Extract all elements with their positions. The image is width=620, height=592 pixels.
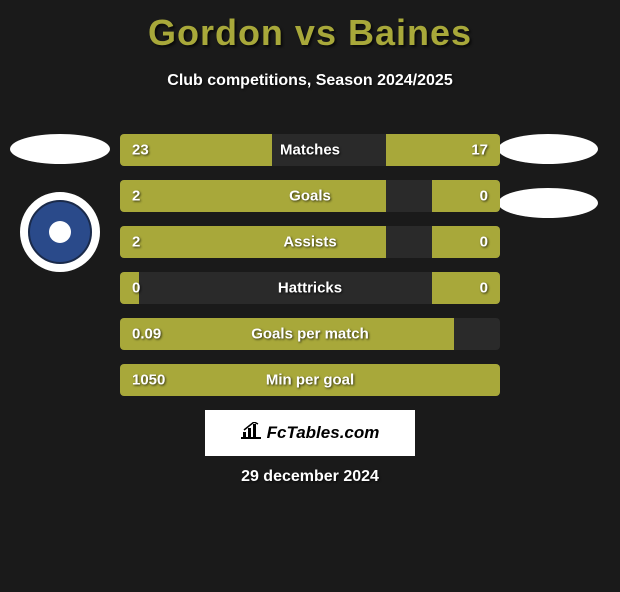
stat-row: 2 0 Assists xyxy=(120,226,500,258)
stat-value-left: 2 xyxy=(132,234,140,251)
stat-label: Assists xyxy=(283,234,336,251)
stat-value-left: 0.09 xyxy=(132,326,161,343)
stat-row: 0.09 Goals per match xyxy=(120,318,500,350)
stat-value-left: 0 xyxy=(132,280,140,297)
player-badge-right-1 xyxy=(498,134,598,164)
stat-value-right: 0 xyxy=(480,234,488,251)
club-logo xyxy=(20,192,100,272)
stat-value-left: 23 xyxy=(132,142,149,159)
stat-row: 0 0 Hattricks xyxy=(120,272,500,304)
stat-value-left: 1050 xyxy=(132,372,165,389)
stat-label: Hattricks xyxy=(278,280,342,297)
chart-icon xyxy=(241,422,261,445)
attribution-badge: FcTables.com xyxy=(205,410,415,456)
stat-row: 23 17 Matches xyxy=(120,134,500,166)
snapshot-date: 29 december 2024 xyxy=(241,468,379,486)
stat-row: 1050 Min per goal xyxy=(120,364,500,396)
comparison-subtitle: Club competitions, Season 2024/2025 xyxy=(0,72,620,90)
stat-label: Goals per match xyxy=(251,326,369,343)
stat-row: 2 0 Goals xyxy=(120,180,500,212)
club-logo-inner xyxy=(28,200,92,264)
player-badge-right-2 xyxy=(498,188,598,218)
stat-value-right: 17 xyxy=(471,142,488,159)
stat-value-left: 2 xyxy=(132,188,140,205)
comparison-title: Gordon vs Baines xyxy=(0,12,620,54)
club-logo-ball xyxy=(49,221,71,243)
stat-label: Goals xyxy=(289,188,331,205)
player-badge-left xyxy=(10,134,110,164)
attribution-text: FcTables.com xyxy=(267,423,380,443)
stat-label: Min per goal xyxy=(266,372,354,389)
stat-label: Matches xyxy=(280,142,340,159)
stat-value-right: 0 xyxy=(480,280,488,297)
stat-bar-right xyxy=(432,180,500,212)
stat-bar-right xyxy=(432,272,500,304)
stat-bar-left xyxy=(120,180,386,212)
stat-value-right: 0 xyxy=(480,188,488,205)
comparison-bars: 23 17 Matches 2 0 Goals 2 0 Assists 0 0 Hattricks 0.… xyxy=(120,134,500,410)
stat-bar-left xyxy=(120,226,386,258)
stat-bar-right xyxy=(432,226,500,258)
